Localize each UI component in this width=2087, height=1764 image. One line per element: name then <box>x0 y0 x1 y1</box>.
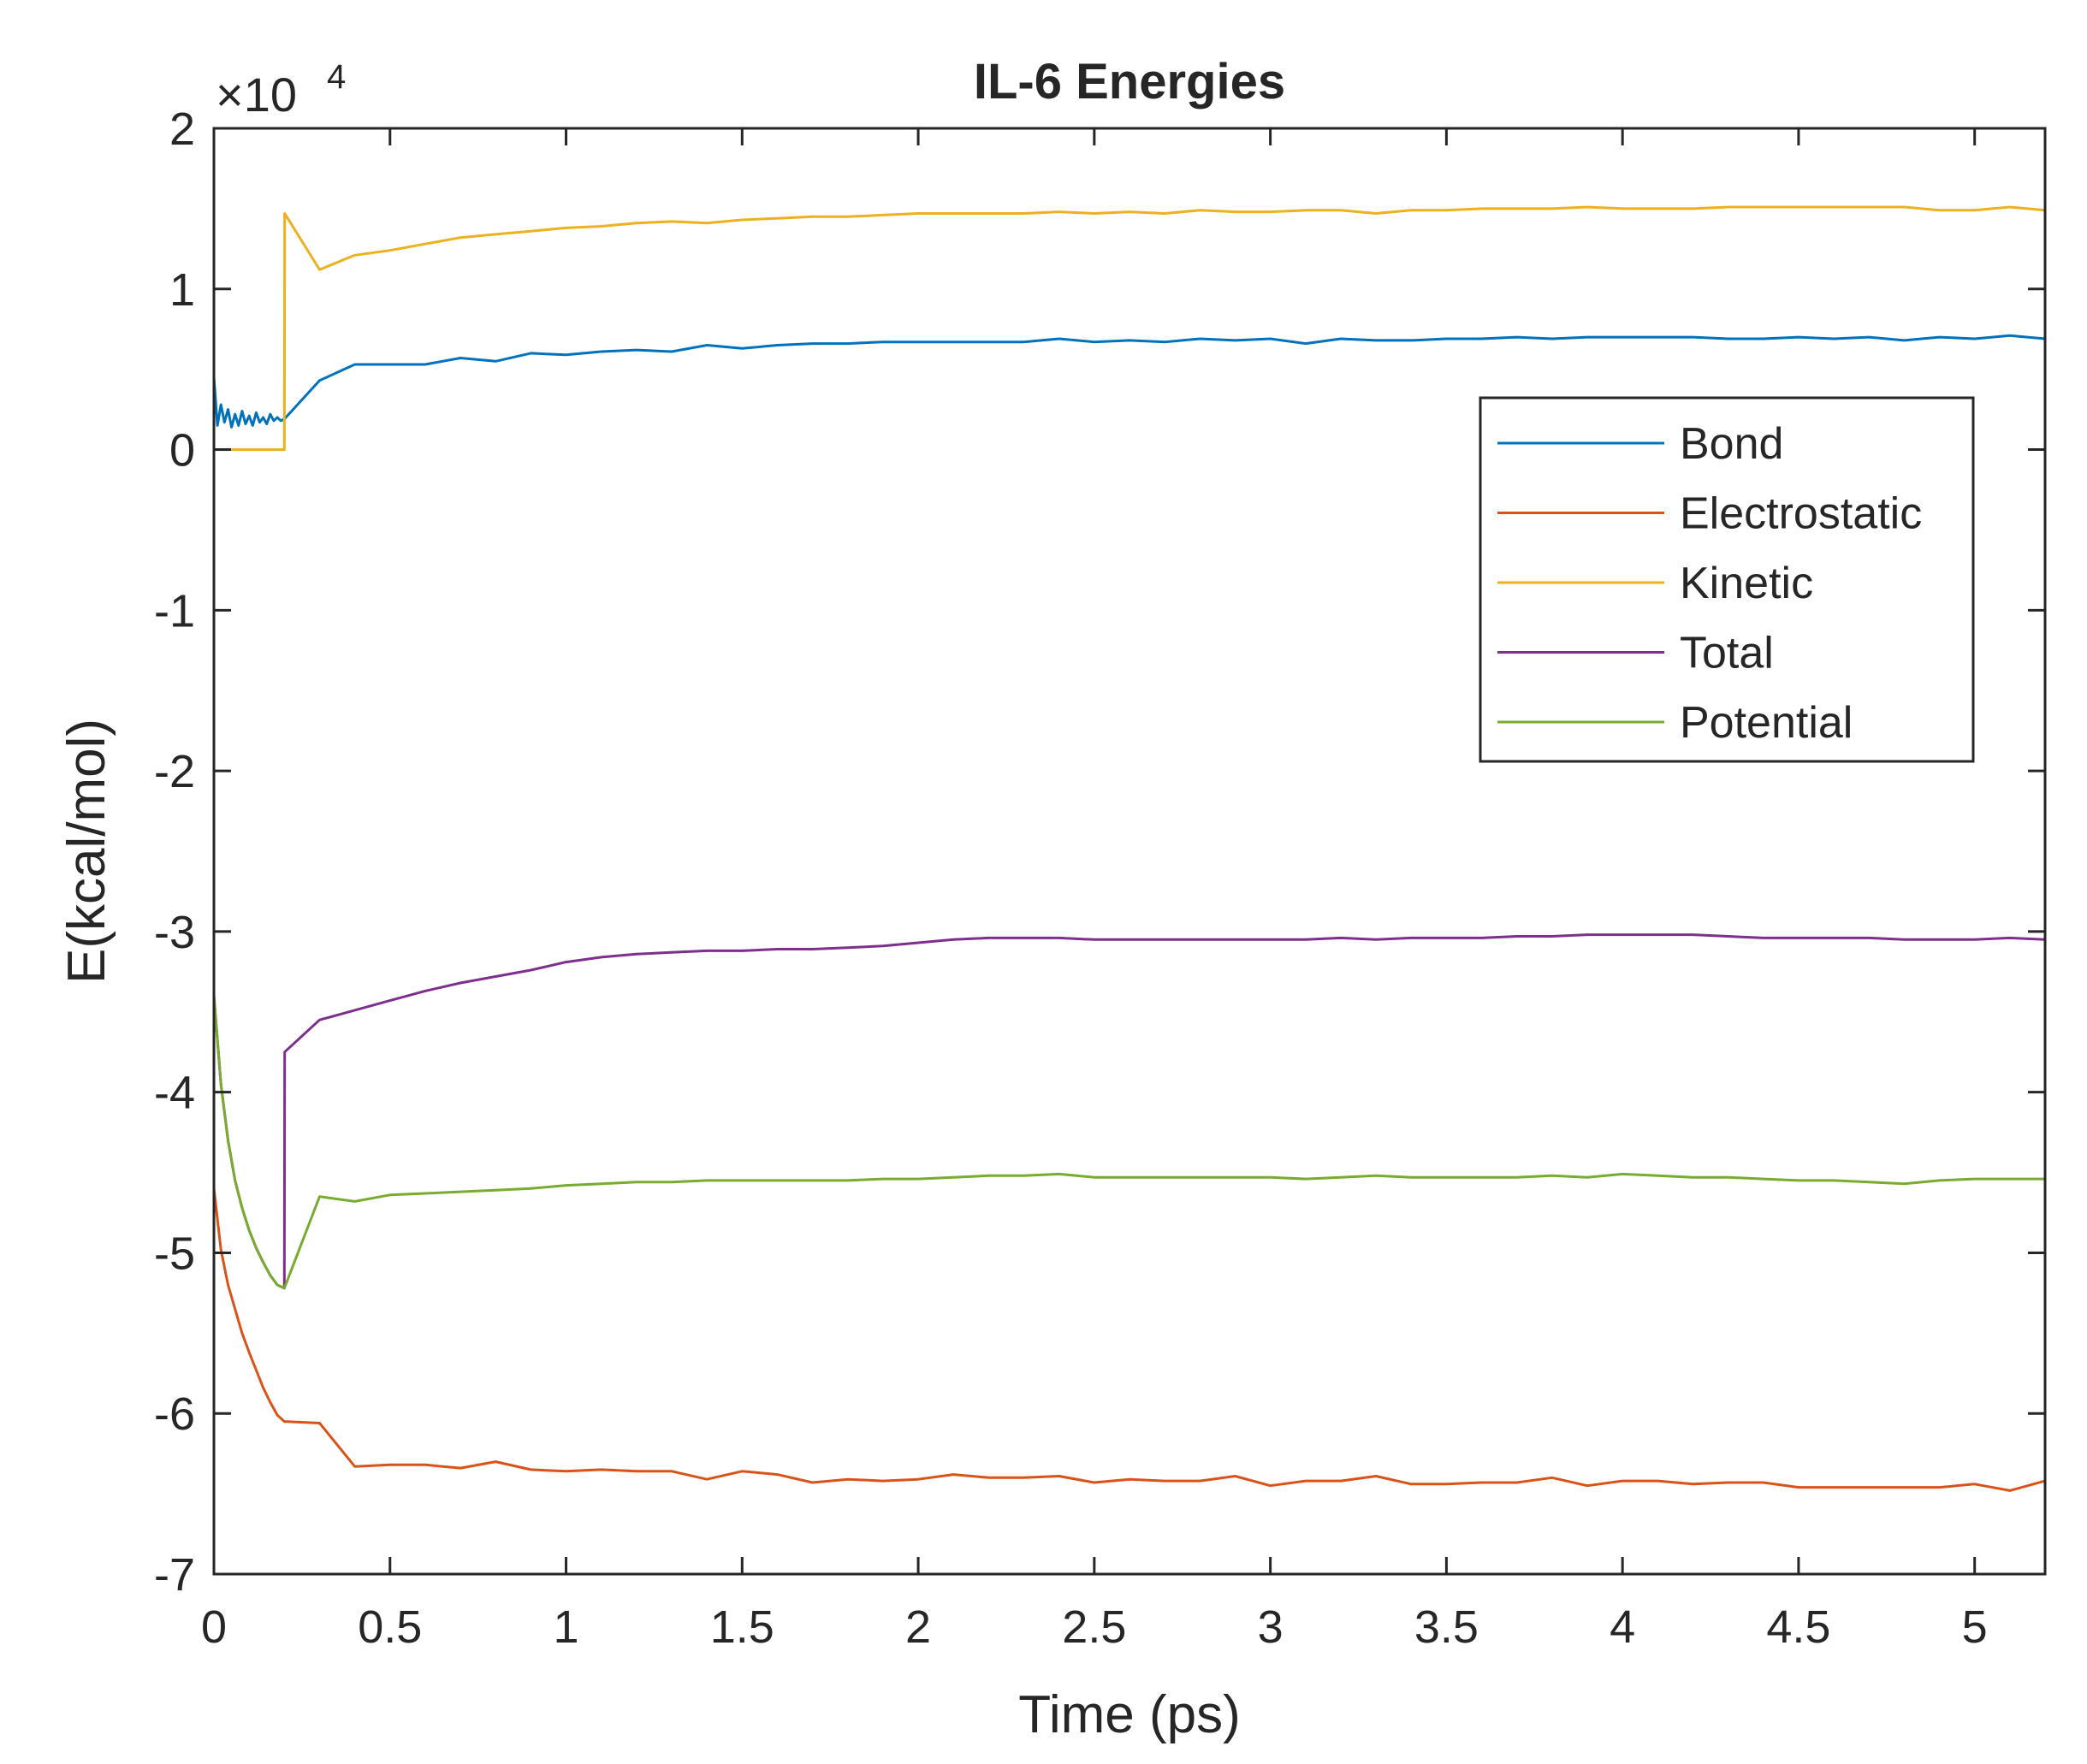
series-group <box>212 205 2046 1492</box>
x-tick-label: 4 <box>1610 1601 1635 1653</box>
x-tick-label: 5 <box>1962 1601 1988 1653</box>
x-axis-label: Time (ps) <box>1018 1685 1240 1744</box>
x-tick-label: 0.5 <box>358 1601 422 1653</box>
x-tick-label: 2.5 <box>1062 1601 1126 1653</box>
series-line-electrostatic <box>212 1188 2046 1492</box>
series-line-kinetic <box>214 205 2046 452</box>
series-line-potential <box>212 995 2045 1290</box>
x-tick-label: 3 <box>1258 1601 1284 1653</box>
y-axis-multiplier: ×10 4 <box>216 58 346 121</box>
legend: Bond Electrostatic Kinetic Total Potential <box>1479 396 1975 763</box>
y-tick-label: -1 <box>154 585 195 636</box>
y-axis-multiplier-base: ×10 <box>216 68 297 121</box>
series-line-total <box>212 933 2046 1290</box>
legend-label-potential: Potential <box>1680 698 1853 748</box>
legend-label-kinetic: Kinetic <box>1680 559 1813 608</box>
axes-box <box>212 127 2047 1576</box>
plot-area: 0 0.5 1 1.5 2 2.5 3 3.5 4 4.5 5 -7 -6 -5 -4 -3 -2 -1 0 1 2 <box>154 104 2047 1653</box>
x-tick-label: 2 <box>905 1601 931 1653</box>
x-tick-label: 3.5 <box>1414 1601 1479 1653</box>
series-line-bond <box>212 334 2046 429</box>
x-tick-label: 1 <box>554 1601 579 1653</box>
y-axis-label: E(kcal/mol) <box>57 719 116 984</box>
y-axis-multiplier-exponent: 4 <box>327 58 346 96</box>
y-tick-label: -6 <box>154 1388 195 1440</box>
legend-label-bond: Bond <box>1680 419 1783 469</box>
y-tick-label: 0 <box>169 425 195 477</box>
y-tick-label: -5 <box>154 1228 195 1279</box>
plot-background <box>214 128 2045 1574</box>
y-tick-label: -2 <box>154 746 195 797</box>
y-tick-label: -4 <box>154 1068 195 1119</box>
legend-label-electrostatic: Electrostatic <box>1680 489 1922 539</box>
legend-items: Bond Electrostatic Kinetic Total Potential <box>1497 419 1922 748</box>
x-tick-label: 1.5 <box>710 1601 774 1653</box>
y-tick-label: -3 <box>154 907 195 958</box>
y-tick-label: 2 <box>169 104 195 155</box>
legend-label-total: Total <box>1680 629 1774 678</box>
y-tick-label: 1 <box>169 264 195 316</box>
chart-title: IL-6 Energies <box>974 54 1285 110</box>
x-tick-label: 4.5 <box>1766 1601 1830 1653</box>
legend-box <box>1479 396 1975 763</box>
x-tick-label: 0 <box>201 1601 227 1653</box>
y-tick-label: -7 <box>154 1549 195 1601</box>
ticks-group: 0 0.5 1 1.5 2 2.5 3 3.5 4 4.5 5 -7 -6 -5 -4 -3 -2 -1 0 1 2 <box>154 104 2045 1653</box>
